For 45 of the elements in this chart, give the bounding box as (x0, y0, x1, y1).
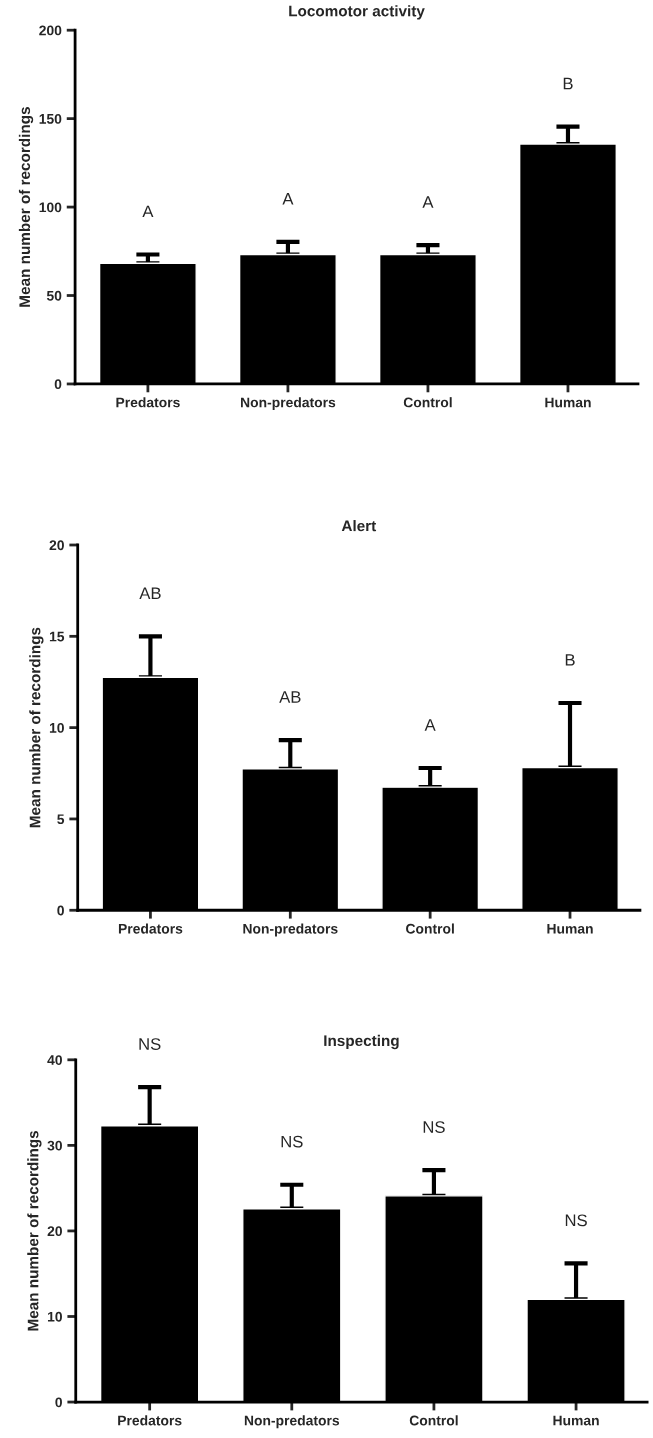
annotation: A (282, 193, 294, 205)
y-axis-title: Mean number of recordings (18, 107, 34, 307)
annotation: B (563, 77, 573, 90)
y-tick-label: 10 (49, 722, 64, 733)
annotation: NS (565, 1214, 587, 1227)
x-tick-label: Human (545, 397, 591, 408)
y-tick-label: 20 (49, 540, 64, 551)
annotation: NS (281, 1135, 303, 1148)
annotation: AB (279, 691, 301, 703)
y-tick-label: 0 (55, 1397, 62, 1408)
text: NS (139, 1038, 161, 1050)
x-tick-label: Non-predators (241, 397, 336, 411)
y-tick-label: 200 (39, 25, 62, 36)
x-tick-label: Predators (116, 397, 180, 408)
chart-title: Locomotor activity (289, 5, 425, 20)
x-tick-label: Control (403, 397, 452, 408)
annotation: NS (423, 1121, 445, 1133)
x-tick-label: Human (553, 1415, 599, 1426)
y-tick-label: 5 (57, 814, 65, 825)
y-axis-title: Mean number of recordings (27, 1130, 42, 1331)
annotation: A (422, 196, 434, 208)
y-tick-label: 30 (47, 1140, 62, 1151)
x-tick-label: Control (409, 1415, 458, 1426)
y-axis-title: Mean number of recordings (29, 627, 44, 828)
y-tick-label: 10 (47, 1311, 62, 1322)
x-tick-label: Predators (118, 923, 183, 934)
chart-title: Inspecting (324, 1034, 399, 1050)
x-tick-label: Control (406, 923, 454, 934)
y-tick-label: 0 (57, 905, 64, 916)
annotation: A (424, 719, 436, 731)
annotation: B (565, 654, 575, 666)
annotation: AB (139, 587, 161, 599)
x-tick-label: Human (547, 923, 593, 934)
annotation: A (142, 205, 154, 218)
y-tick-label: 150 (39, 113, 62, 124)
x-tick-label: Predators (118, 1415, 182, 1426)
chart-title: Alert (341, 520, 377, 532)
y-tick-label: 20 (47, 1226, 62, 1237)
y-tick-label: 50 (46, 290, 62, 301)
y-tick-label: 15 (49, 631, 65, 642)
y-tick-label: 40 (47, 1055, 62, 1065)
y-tick-label: 100 (39, 202, 62, 213)
x-tick-label: Non-predators (244, 1415, 340, 1429)
y-tick-label: 0 (54, 379, 62, 390)
x-tick-label: Non-predators (243, 923, 338, 937)
